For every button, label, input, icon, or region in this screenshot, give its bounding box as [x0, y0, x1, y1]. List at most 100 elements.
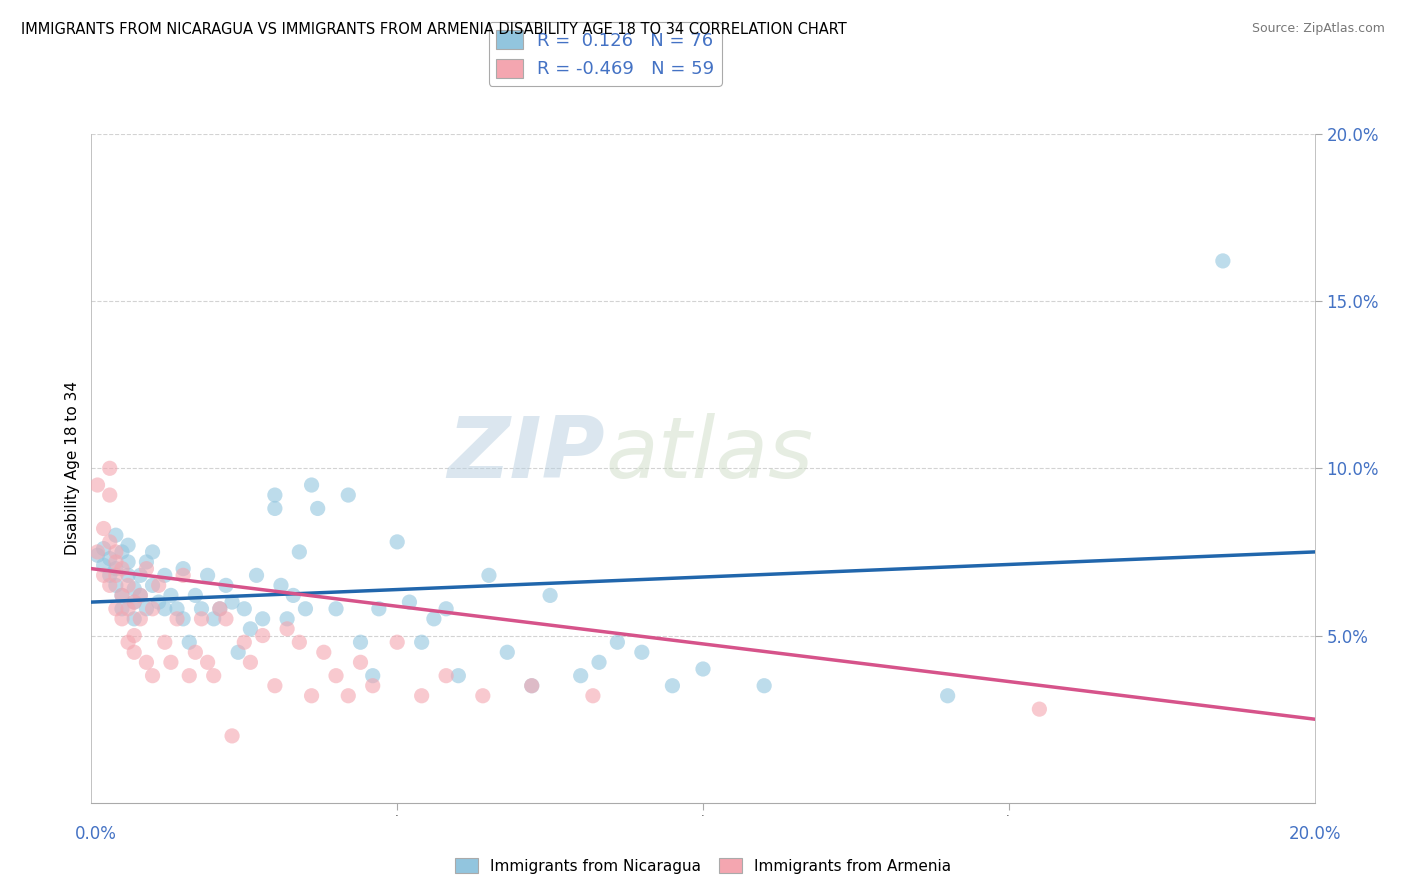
Point — [520, 679, 543, 693]
Point — [104, 562, 127, 576]
Point — [160, 589, 183, 603]
Point — [179, 669, 201, 683]
Point — [98, 535, 121, 549]
Point — [202, 669, 225, 683]
Point — [135, 655, 157, 669]
Point — [153, 635, 176, 649]
Point — [197, 655, 219, 669]
Point — [538, 589, 561, 603]
Point — [434, 602, 457, 616]
Point — [385, 635, 409, 649]
Point — [661, 679, 683, 693]
Point — [496, 645, 519, 659]
Point — [141, 578, 163, 592]
Point — [93, 521, 115, 535]
Point — [361, 679, 384, 693]
Point — [631, 645, 654, 659]
Point — [135, 562, 157, 576]
Point — [221, 595, 243, 609]
Point — [104, 545, 127, 559]
Point — [98, 551, 121, 566]
Point — [411, 635, 433, 649]
Point — [93, 541, 115, 556]
Point — [471, 689, 494, 703]
Point — [153, 568, 176, 582]
Text: atlas: atlas — [605, 413, 813, 497]
Legend: Immigrants from Nicaragua, Immigrants from Armenia: Immigrants from Nicaragua, Immigrants fr… — [449, 852, 957, 880]
Point — [264, 679, 287, 693]
Point — [179, 635, 201, 649]
Point — [337, 689, 360, 703]
Point — [122, 582, 145, 596]
Point — [122, 628, 145, 642]
Point — [208, 602, 231, 616]
Point — [245, 568, 267, 582]
Point — [184, 589, 207, 603]
Point — [588, 655, 610, 669]
Point — [221, 729, 243, 743]
Point — [606, 635, 628, 649]
Point — [141, 602, 163, 616]
Point — [135, 555, 157, 569]
Point — [434, 669, 457, 683]
Point — [117, 635, 139, 649]
Point — [122, 645, 145, 659]
Point — [141, 545, 163, 559]
Point — [288, 635, 311, 649]
Point — [117, 555, 139, 569]
Point — [478, 568, 501, 582]
Text: IMMIGRANTS FROM NICARAGUA VS IMMIGRANTS FROM ARMENIA DISABILITY AGE 18 TO 34 COR: IMMIGRANTS FROM NICARAGUA VS IMMIGRANTS … — [21, 22, 846, 37]
Point — [936, 689, 959, 703]
Point — [104, 555, 127, 569]
Point — [86, 478, 108, 492]
Point — [215, 578, 238, 592]
Point — [111, 589, 134, 603]
Point — [385, 535, 409, 549]
Point — [111, 562, 134, 576]
Point — [361, 669, 384, 683]
Point — [283, 589, 305, 603]
Point — [98, 488, 121, 502]
Point — [276, 622, 298, 636]
Point — [129, 589, 152, 603]
Point — [122, 612, 145, 626]
Point — [1028, 702, 1050, 716]
Point — [93, 558, 115, 573]
Point — [301, 478, 323, 492]
Point — [148, 595, 170, 609]
Point — [423, 612, 446, 626]
Point — [184, 645, 207, 659]
Point — [239, 655, 262, 669]
Point — [692, 662, 714, 676]
Point — [233, 602, 256, 616]
Point — [111, 545, 134, 559]
Point — [104, 568, 127, 582]
Point — [117, 578, 139, 592]
Point — [98, 568, 121, 582]
Point — [86, 545, 108, 559]
Legend: R =  0.126   N = 76, R = -0.469   N = 59: R = 0.126 N = 76, R = -0.469 N = 59 — [489, 22, 721, 86]
Point — [233, 635, 256, 649]
Point — [325, 602, 347, 616]
Point — [294, 602, 316, 616]
Point — [122, 595, 145, 609]
Point — [129, 612, 152, 626]
Point — [276, 612, 298, 626]
Text: 0.0%: 0.0% — [75, 825, 117, 843]
Point — [215, 612, 238, 626]
Point — [129, 568, 152, 582]
Text: Source: ZipAtlas.com: Source: ZipAtlas.com — [1251, 22, 1385, 36]
Point — [270, 578, 292, 592]
Point — [166, 612, 188, 626]
Point — [754, 679, 776, 693]
Text: 20.0%: 20.0% — [1288, 825, 1341, 843]
Point — [148, 578, 170, 592]
Point — [1212, 253, 1234, 268]
Point — [160, 655, 183, 669]
Point — [398, 595, 420, 609]
Point — [208, 602, 231, 616]
Point — [337, 488, 360, 502]
Point — [411, 689, 433, 703]
Point — [226, 645, 249, 659]
Point — [104, 602, 127, 616]
